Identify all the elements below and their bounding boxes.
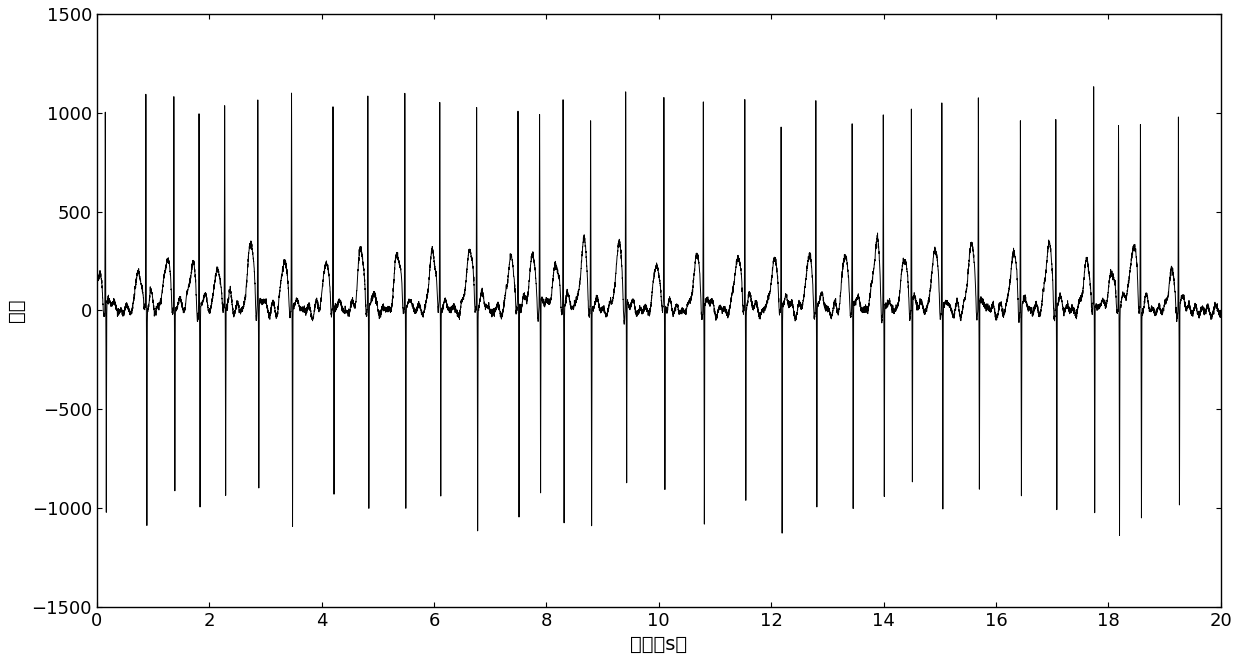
X-axis label: 时间（s）: 时间（s） bbox=[631, 635, 688, 654]
Y-axis label: 幅度: 幅度 bbox=[7, 299, 26, 322]
